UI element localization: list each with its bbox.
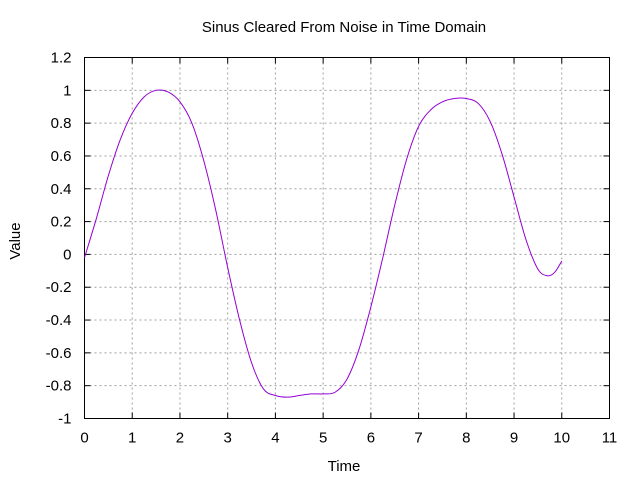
x-tick-label: 1 <box>128 430 136 447</box>
x-tick-label: 11 <box>602 430 618 447</box>
x-tick-label: 7 <box>414 430 422 447</box>
tick-labels: 0 1 2 3 4 5 6 7 8 9 10 11 -1 -0.8 -0.6 -0.4 -0.2 0 0.2 0.4 0… <box>46 50 618 447</box>
y-tick-label: 0.4 <box>51 181 72 198</box>
y-tick-label: -0.8 <box>46 378 72 395</box>
x-tick-label: 10 <box>553 430 570 447</box>
ticks <box>84 57 610 419</box>
grid <box>84 57 610 419</box>
x-tick-label: 3 <box>224 430 232 447</box>
y-tick-label: 0.2 <box>51 214 72 231</box>
y-tick-label: -0.4 <box>46 312 72 329</box>
plot-frame <box>84 57 610 419</box>
x-tick-label: 2 <box>176 430 184 447</box>
x-tick-label: 5 <box>319 430 327 447</box>
y-axis-title: Value <box>7 222 24 259</box>
series <box>84 89 563 398</box>
y-tick-label: 0 <box>63 246 71 263</box>
x-tick-label: 8 <box>462 430 470 447</box>
y-tick-label: -0.2 <box>46 279 72 296</box>
y-tick-label: -0.6 <box>46 345 72 362</box>
chart-title: Sinus Cleared From Noise in Time Domain <box>202 19 486 36</box>
y-tick-label: 1 <box>63 82 71 99</box>
y-tick-label: 1.2 <box>51 50 72 67</box>
y-tick-label: 0.6 <box>51 148 72 165</box>
y-tick-label: -1 <box>58 411 71 428</box>
series-line <box>84 89 563 398</box>
x-tick-label: 9 <box>510 430 518 447</box>
x-tick-label: 4 <box>271 430 279 447</box>
x-axis-title: Time <box>328 458 361 475</box>
x-tick-label: 0 <box>80 430 88 447</box>
y-tick-label: 0.8 <box>51 115 72 132</box>
x-tick-label: 6 <box>367 430 375 447</box>
